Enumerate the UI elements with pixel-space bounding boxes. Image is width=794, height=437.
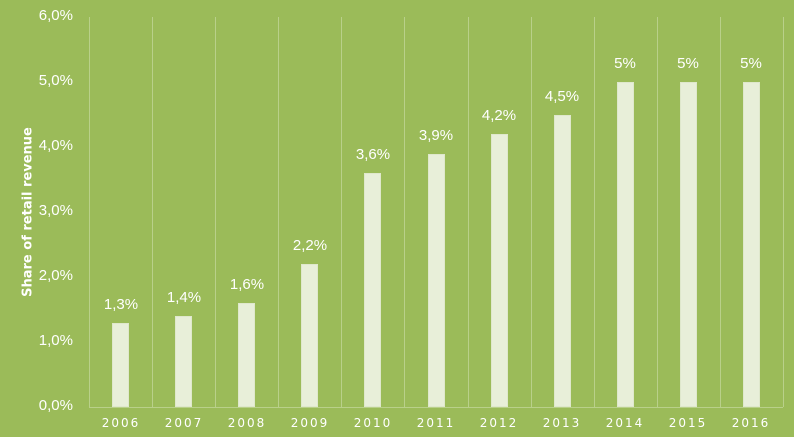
x-tick-label: 2013 <box>542 416 582 430</box>
grid-line <box>531 17 532 407</box>
y-tick-label: 0,0% <box>38 397 73 414</box>
data-label: 2,2% <box>292 237 328 254</box>
bar-2011 <box>428 153 445 407</box>
y-tick-label: 6,0% <box>38 7 73 24</box>
x-tick-label: 2012 <box>479 416 519 430</box>
y-tick-label: 3,0% <box>38 202 73 219</box>
data-label: 1,6% <box>229 276 265 293</box>
grid-line <box>278 17 279 407</box>
data-label: 5% <box>677 55 699 72</box>
data-label: 4,5% <box>544 87 580 105</box>
bar-2012 <box>491 134 508 407</box>
bar-2009 <box>301 264 318 407</box>
y-tick-label: 4,0% <box>38 137 73 154</box>
y-tick-label: 2,0% <box>38 267 73 284</box>
grid-line <box>468 17 469 407</box>
data-label: 1,3% <box>103 295 139 313</box>
data-label: 3,6% <box>355 146 391 163</box>
y-tick-label: 5,0% <box>38 72 73 89</box>
x-tick-label: 2007 <box>164 416 204 430</box>
x-tick-label: 2010 <box>353 416 393 430</box>
bar-2008 <box>238 303 255 407</box>
y-tick-label: 1,0% <box>38 332 73 349</box>
bar-2010 <box>364 173 381 407</box>
grid-line <box>152 17 153 407</box>
grid-line <box>404 17 405 407</box>
x-axis-line <box>89 407 783 408</box>
x-tick-label: 2011 <box>416 416 456 430</box>
grid-line <box>720 17 721 407</box>
grid-line <box>89 17 90 407</box>
x-tick-label: 2016 <box>731 416 771 430</box>
bar-2007 <box>175 316 192 407</box>
x-tick-label: 2015 <box>668 416 708 430</box>
bar-2006 <box>112 322 129 407</box>
data-label: 4,2% <box>481 107 517 124</box>
x-tick-label: 2009 <box>290 416 330 430</box>
grid-line <box>783 17 784 407</box>
bar-2016 <box>743 82 760 407</box>
grid-line <box>215 17 216 407</box>
grid-line <box>341 17 342 407</box>
grid-line <box>594 17 595 407</box>
bar-2015 <box>680 82 697 407</box>
x-tick-label: 2014 <box>605 416 645 430</box>
data-label: 5% <box>614 55 636 72</box>
bar-2013 <box>554 114 571 407</box>
data-label: 3,9% <box>418 126 454 144</box>
data-label: 5% <box>740 55 762 72</box>
grid-line <box>657 17 658 407</box>
x-tick-label: 2008 <box>227 416 267 430</box>
bar-2014 <box>617 82 634 407</box>
data-label: 1,4% <box>166 289 202 306</box>
x-tick-label: 2006 <box>101 416 141 430</box>
